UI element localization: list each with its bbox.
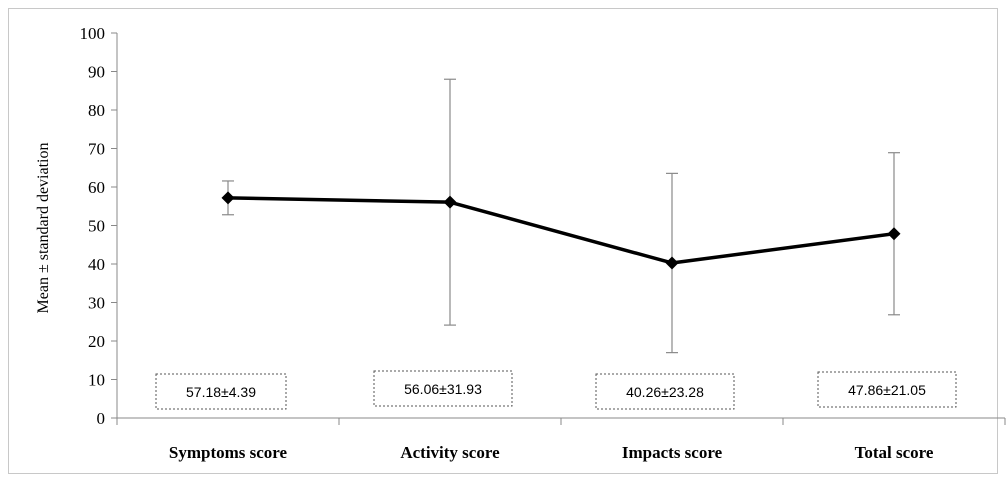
data-point-marker [665,256,679,270]
value-annotation: 56.06±31.93 [373,370,513,407]
y-axis: 0 10 20 30 40 50 60 70 80 90 100 [80,24,118,428]
data-point-marker [443,195,457,209]
annotation-box [373,370,513,407]
y-tick-label: 100 [80,24,106,43]
series-line [227,196,895,265]
value-annotation: 57.18±4.39 [155,373,287,410]
y-tick-label: 10 [88,371,105,390]
x-category-label: Activity score [400,443,500,462]
series-line-group [227,196,895,265]
y-tick-label: 80 [88,101,105,120]
x-category-label: Total score [855,443,934,462]
annotation-text: 57.18±4.39 [186,384,256,400]
annotation-text: 40.26±23.28 [626,384,704,400]
y-tick-label: 60 [88,178,105,197]
value-annotation: 40.26±23.28 [595,373,735,410]
value-annotation: 47.86±21.05 [817,371,957,408]
y-tick-label: 70 [88,140,105,159]
value-annotations: 57.18±4.39 56.06±31.93 40.26±23.28 47.86±21… [155,370,957,410]
x-axis: Symptoms score Activity score Impacts scor… [116,417,1006,462]
x-category-label: Impacts score [622,443,723,462]
y-tick-label: 90 [88,63,105,82]
data-point-marker [887,227,901,241]
annotation-box [155,373,287,410]
annotation-text: 56.06±31.93 [404,381,482,397]
y-tick-label: 0 [97,409,106,428]
y-tick-label: 30 [88,294,105,313]
error-bars [222,78,900,354]
data-markers [221,191,901,270]
x-category-label: Symptoms score [169,443,288,462]
y-tick-label: 50 [88,217,105,236]
annotation-box [595,373,735,410]
data-point-marker [221,191,235,205]
y-tick-label: 20 [88,332,105,351]
y-tick-label: 40 [88,255,105,274]
annotation-text: 47.86±21.05 [848,382,926,398]
y-axis-title: Mean ± standard deviation [35,143,52,314]
annotation-box [817,371,957,408]
